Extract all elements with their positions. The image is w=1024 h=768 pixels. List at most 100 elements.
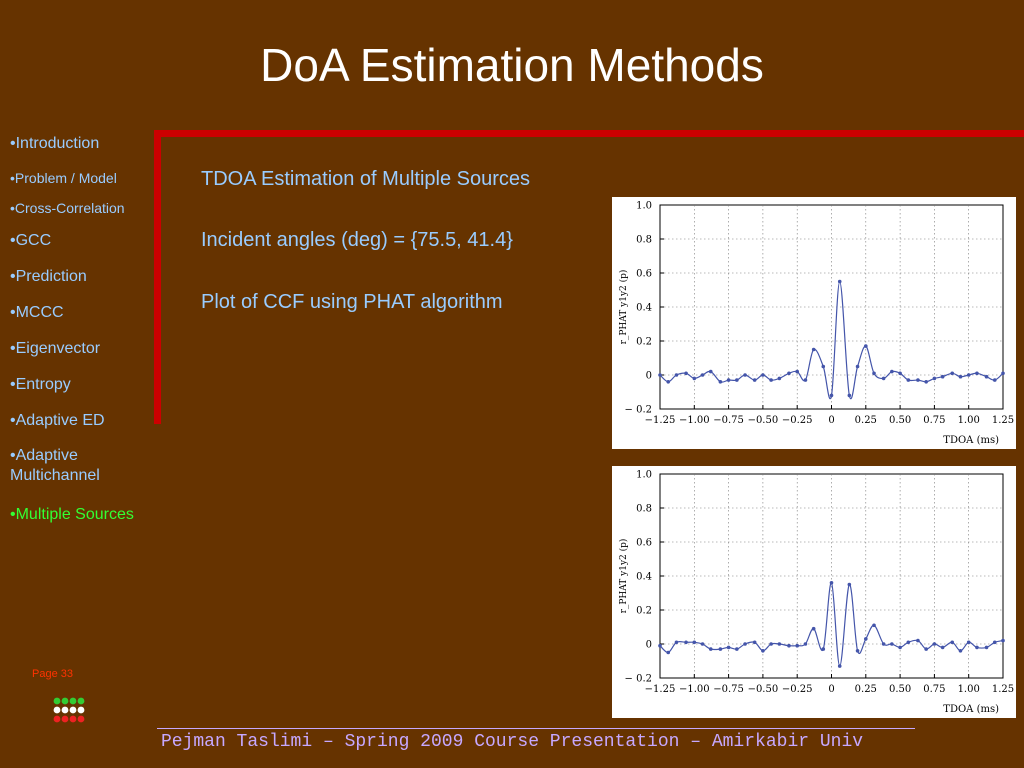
chart-2-data-point (984, 645, 989, 650)
chart-2-data-point (966, 640, 971, 645)
chart-1-x-tick-label: 0.50 (889, 415, 911, 426)
chart-1-y-tick-label: − 0.2 (625, 405, 652, 416)
chart-1-y-tick-label: 1.0 (636, 201, 652, 212)
nav-item[interactable]: •Adaptive Multichannel (10, 447, 100, 484)
nav-item[interactable]: •MCCC (10, 304, 64, 321)
logo-dots (53, 697, 85, 723)
chart-1-y-tick-label: 0.8 (636, 235, 652, 246)
chart-1-data-point (829, 393, 834, 398)
chart-2-data-point (898, 645, 902, 650)
chart-2-data-point (855, 649, 860, 653)
chart-1-data-point (811, 347, 816, 352)
chart-2-y-tick-label: 0.6 (636, 538, 652, 549)
chart-2-data-point (916, 638, 920, 643)
chart-2-data-point (847, 582, 852, 587)
chart-2-data-point (684, 640, 688, 645)
chart-2-data-point (726, 645, 731, 650)
chart-1-data-point (777, 376, 782, 381)
chart-2-data-point (864, 637, 868, 641)
chart-1-data-point (837, 279, 842, 284)
chart-2-data-point (718, 647, 723, 651)
page-number: Page 33 (32, 668, 73, 680)
chart-1-data-point (924, 380, 928, 384)
chart-2-data-point (666, 650, 671, 655)
nav-item[interactable]: •Introduction (10, 135, 100, 152)
chart-1-data-point (966, 373, 971, 377)
chart-1-x-tick-label: 0.25 (855, 415, 877, 426)
chart-1-data-point (984, 374, 989, 379)
nav-item[interactable]: •GCC (10, 232, 52, 249)
chart-1-data-point (940, 374, 945, 379)
chart-2-data-point (821, 647, 826, 651)
chart-2-data-point (708, 647, 713, 651)
chart-2-data-point (811, 626, 816, 631)
chart-2-data-point (940, 645, 945, 650)
nav-item[interactable]: •Multiple Sources (10, 506, 134, 523)
chart-1-data-point (1001, 371, 1005, 376)
nav-item[interactable]: •Cross-Correlation (10, 200, 125, 216)
chart-1-x-tick-label: 0 (828, 415, 834, 426)
nav-item[interactable]: •Eigenvector (10, 340, 101, 357)
chart-1-data-point (743, 373, 747, 377)
chart-2-data-point (735, 647, 739, 651)
chart-1-data-point (761, 373, 765, 377)
chart-2-data-point (906, 640, 911, 645)
nav-item[interactable]: •Problem / Model (10, 170, 117, 186)
chart-1-data-point (872, 371, 876, 376)
chart-1-data-point (992, 378, 997, 382)
chart-2-y-axis-label: r_PHAT y1y2 (p) (618, 539, 629, 614)
chart-2-x-tick-label: −1.00 (679, 684, 710, 695)
chart-1-data-point (890, 369, 894, 374)
chart-2-data-point (958, 649, 963, 653)
chart-2-data-point (761, 649, 765, 653)
chart-1-data-point (916, 378, 920, 382)
chart-1-data-point (898, 371, 902, 376)
chart-2-data-point (803, 642, 808, 646)
chart-2-data-point (674, 640, 679, 645)
accent-bar-left (154, 130, 161, 424)
chart-1-data-point (674, 373, 679, 377)
accent-bar-top (154, 130, 1024, 137)
chart-1-data-point (708, 369, 713, 374)
content-heading: TDOA Estimation of Multiple Sources (201, 168, 531, 190)
ccf-plot-bottom: −1.25 −1.00 −0.75 −0.50 −0.25 0 0.25 0.50 0.75 1.… (612, 466, 1016, 718)
slide-title: DoA Estimation Methods (260, 39, 764, 91)
nav-item[interactable]: •Adaptive ED (10, 412, 105, 429)
chart-1-data-point (855, 364, 860, 369)
chart-1-data-point (821, 364, 826, 369)
chart-2-data-point (992, 640, 997, 645)
chart-2-data-point (658, 643, 662, 648)
footer-text: Pejman Taslimi – Spring 2009 Course Pres… (160, 732, 864, 752)
footer-divider (157, 728, 915, 729)
chart-1-data-point (735, 378, 739, 382)
chart-2-x-tick-label: −0.25 (782, 684, 813, 695)
chart-2-y-tick-label: 0 (646, 640, 652, 651)
chart-2-x-tick-label: 0.75 (923, 684, 945, 695)
chart-2-data-point (743, 642, 747, 646)
chart-2-x-tick-label: −0.75 (713, 684, 744, 695)
chart-1-data-point (795, 369, 799, 374)
chart-2-y-tick-label: 0.8 (636, 504, 652, 515)
chart-2-data-point (1001, 638, 1005, 643)
chart-1-data-point (769, 378, 773, 382)
chart-2-data-point (692, 640, 697, 645)
chart-1-y-tick-label: 0.6 (636, 269, 652, 280)
chart-1-data-point (718, 380, 723, 384)
chart-1-data-point (700, 373, 705, 377)
nav-item[interactable]: •Entropy (10, 376, 71, 393)
chart-2-x-tick-label: 1.00 (958, 684, 980, 695)
chart-1-x-tick-label: 1.25 (992, 415, 1014, 426)
chart-1-y-tick-label: 0.4 (636, 303, 652, 314)
chart-1-x-axis-label: TDOA (ms) (943, 435, 999, 446)
chart-2-data-point (837, 664, 842, 668)
chart-1-y-tick-label: 0 (646, 371, 652, 382)
chart-2-y-tick-label: 1.0 (636, 470, 652, 481)
chart-1-data-point (847, 393, 852, 398)
chart-2-data-point (829, 581, 834, 585)
chart-1-data-point (752, 378, 757, 382)
chart-1-data-point (975, 371, 979, 376)
nav-item[interactable]: •Prediction (10, 268, 87, 285)
chart-1-data-point (958, 374, 963, 379)
chart-2-data-point (881, 642, 886, 646)
chart-2-data-point (777, 642, 782, 646)
